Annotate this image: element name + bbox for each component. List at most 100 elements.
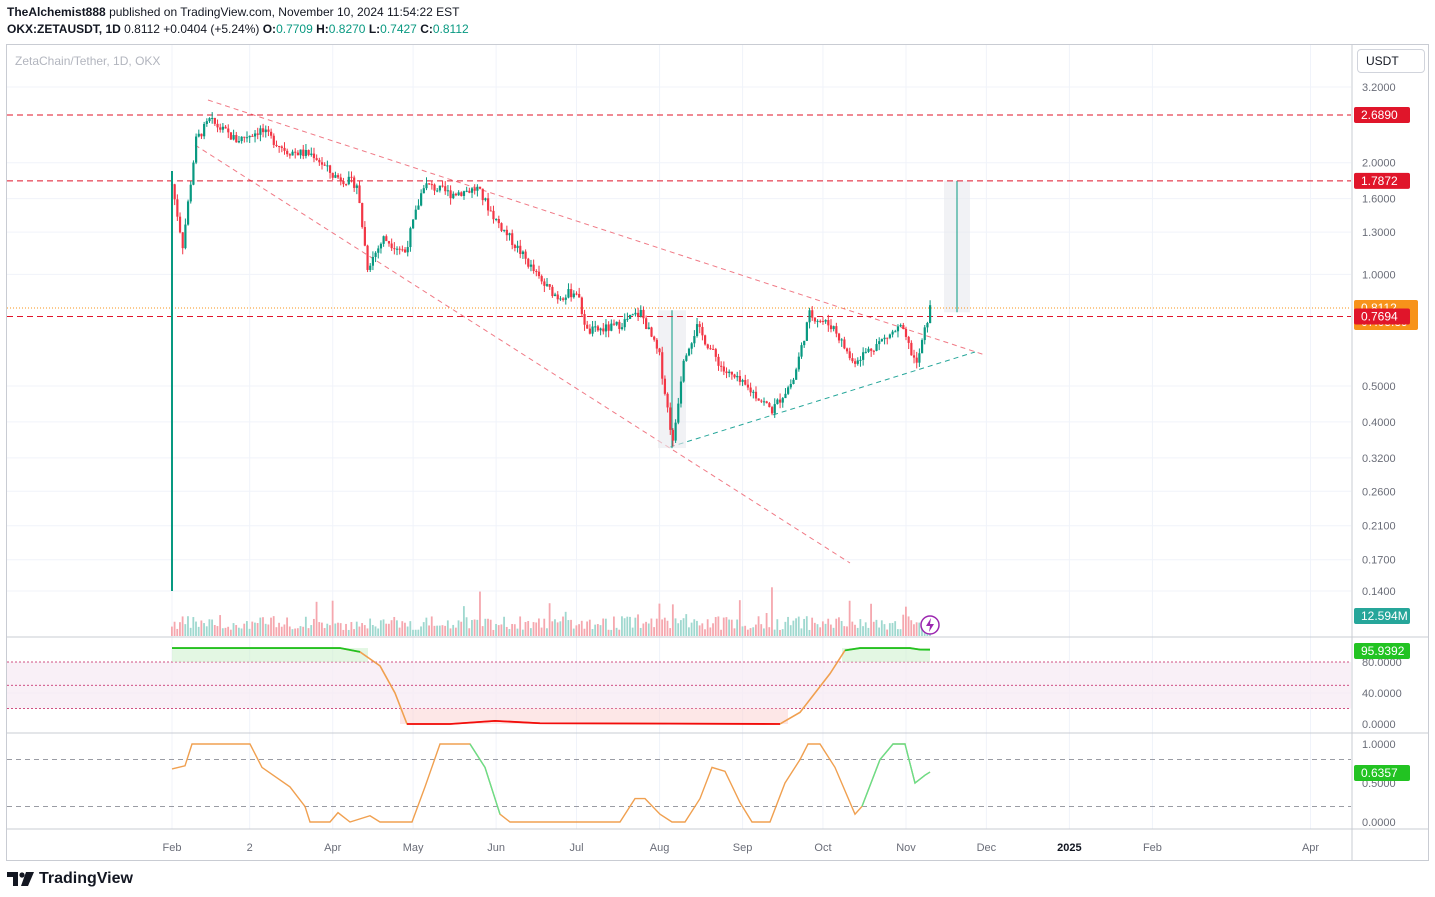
candle-body	[685, 355, 688, 361]
candle-body	[481, 188, 484, 201]
volume-bar	[205, 626, 208, 636]
candle-body	[524, 251, 527, 259]
volume-bar	[714, 617, 717, 636]
time-axis: Feb 2 Apr May Jun Jul Aug Sep Oct Nov Dec 2025 Feb Ap…	[163, 842, 1320, 854]
candle-body	[278, 146, 281, 148]
tradingview-brand: TradingView	[39, 870, 133, 887]
volume-bar	[621, 616, 623, 636]
volume-bar	[436, 625, 439, 636]
time-axis-tick: Jul	[569, 842, 583, 854]
volume-bar	[696, 620, 698, 636]
candle-body	[353, 177, 356, 188]
candle-body	[417, 205, 420, 210]
volume-bar	[428, 625, 430, 636]
price-axis-tick: 0.2100	[1362, 521, 1396, 533]
volume-bar	[519, 616, 522, 636]
volume-bar	[572, 628, 575, 636]
candle-body	[762, 401, 766, 403]
price-axis-tick: 0.3200	[1362, 453, 1396, 465]
tradingview-logo[interactable]: TradingView	[7, 869, 133, 889]
volume-bar	[586, 621, 589, 636]
volume-bar	[583, 628, 586, 636]
candle-body	[178, 216, 182, 233]
volume-bar	[803, 618, 806, 636]
candle-body	[489, 210, 492, 212]
candle-body	[457, 192, 460, 196]
candle-body	[655, 339, 658, 349]
volume-bar	[374, 626, 377, 636]
volume-bar	[915, 622, 918, 636]
candle-body	[551, 286, 554, 296]
candle-body	[744, 380, 747, 385]
lightning-icon[interactable]	[920, 615, 940, 635]
volume-bar	[594, 624, 597, 636]
candle-body	[602, 328, 605, 332]
volume-bar	[310, 625, 313, 636]
candle-body	[505, 229, 508, 236]
candle-body	[572, 293, 575, 298]
candle-body	[245, 137, 249, 139]
volume-bar	[551, 621, 554, 636]
volume-bar	[361, 623, 363, 636]
candle-body	[575, 293, 578, 295]
candle-body	[698, 324, 701, 327]
candle-body	[197, 133, 200, 137]
candle-body	[280, 146, 283, 148]
volume-bar	[513, 624, 516, 636]
candle-body	[829, 325, 833, 330]
volume-bar	[899, 629, 902, 636]
volume-bar	[452, 624, 455, 636]
candle-body	[821, 320, 825, 322]
candle-body	[339, 177, 342, 182]
candle-body	[454, 193, 458, 196]
candle-body	[371, 256, 375, 266]
volume-bar	[329, 625, 331, 636]
volume-bar	[880, 620, 883, 636]
candle-body	[787, 387, 790, 394]
volume-bar	[771, 587, 773, 636]
volume-bar	[345, 623, 347, 636]
candle-body	[722, 366, 725, 372]
volume-bar	[642, 623, 645, 636]
volume-bar	[304, 616, 307, 636]
ohlc-legend: OKX:ZETAUSDT, 1D 0.8112 +0.0404 (+5.24%)…	[7, 22, 469, 37]
volume-bar	[479, 591, 481, 636]
candle-body	[746, 384, 750, 388]
osc1-line-green	[172, 647, 361, 653]
candle-body	[658, 348, 661, 353]
price-axis-tick: 1.6000	[1362, 194, 1396, 206]
candle-body	[261, 128, 265, 133]
author-name[interactable]: TheAlchemist888	[7, 5, 106, 19]
volume-bar	[430, 616, 433, 636]
price-axis-tick: 2.0000	[1362, 158, 1396, 170]
volume-bar	[872, 621, 875, 636]
volume-bar	[805, 616, 808, 636]
currency-button[interactable]: USDT	[1357, 49, 1425, 73]
candle-body	[369, 265, 372, 270]
candle-body	[712, 348, 715, 350]
candle-body	[299, 149, 302, 156]
volume-bar	[564, 611, 567, 636]
volume-bar	[829, 624, 832, 636]
volume-bar	[811, 617, 814, 636]
volume-bar	[631, 627, 634, 636]
volume-bar	[521, 629, 524, 636]
volume-bar	[650, 618, 653, 636]
volume-bar	[669, 628, 672, 636]
candle-body	[628, 314, 632, 319]
candle-body	[323, 164, 326, 166]
osc2-line	[171, 743, 931, 823]
lightning-icon-bolt	[926, 618, 934, 632]
candle-body	[497, 218, 500, 224]
candle-body	[564, 297, 567, 300]
volume-bar	[532, 622, 535, 636]
time-axis-tick: Apr	[1302, 842, 1319, 854]
osc1-value-badge: 95.9392	[1361, 644, 1405, 658]
time-axis-tick: Jun	[487, 842, 505, 854]
volume-bar	[302, 626, 305, 636]
volume-bar	[907, 616, 910, 636]
time-axis-tick: Feb	[1143, 842, 1162, 854]
volume-bar	[307, 628, 310, 636]
volume-bar	[229, 629, 232, 636]
